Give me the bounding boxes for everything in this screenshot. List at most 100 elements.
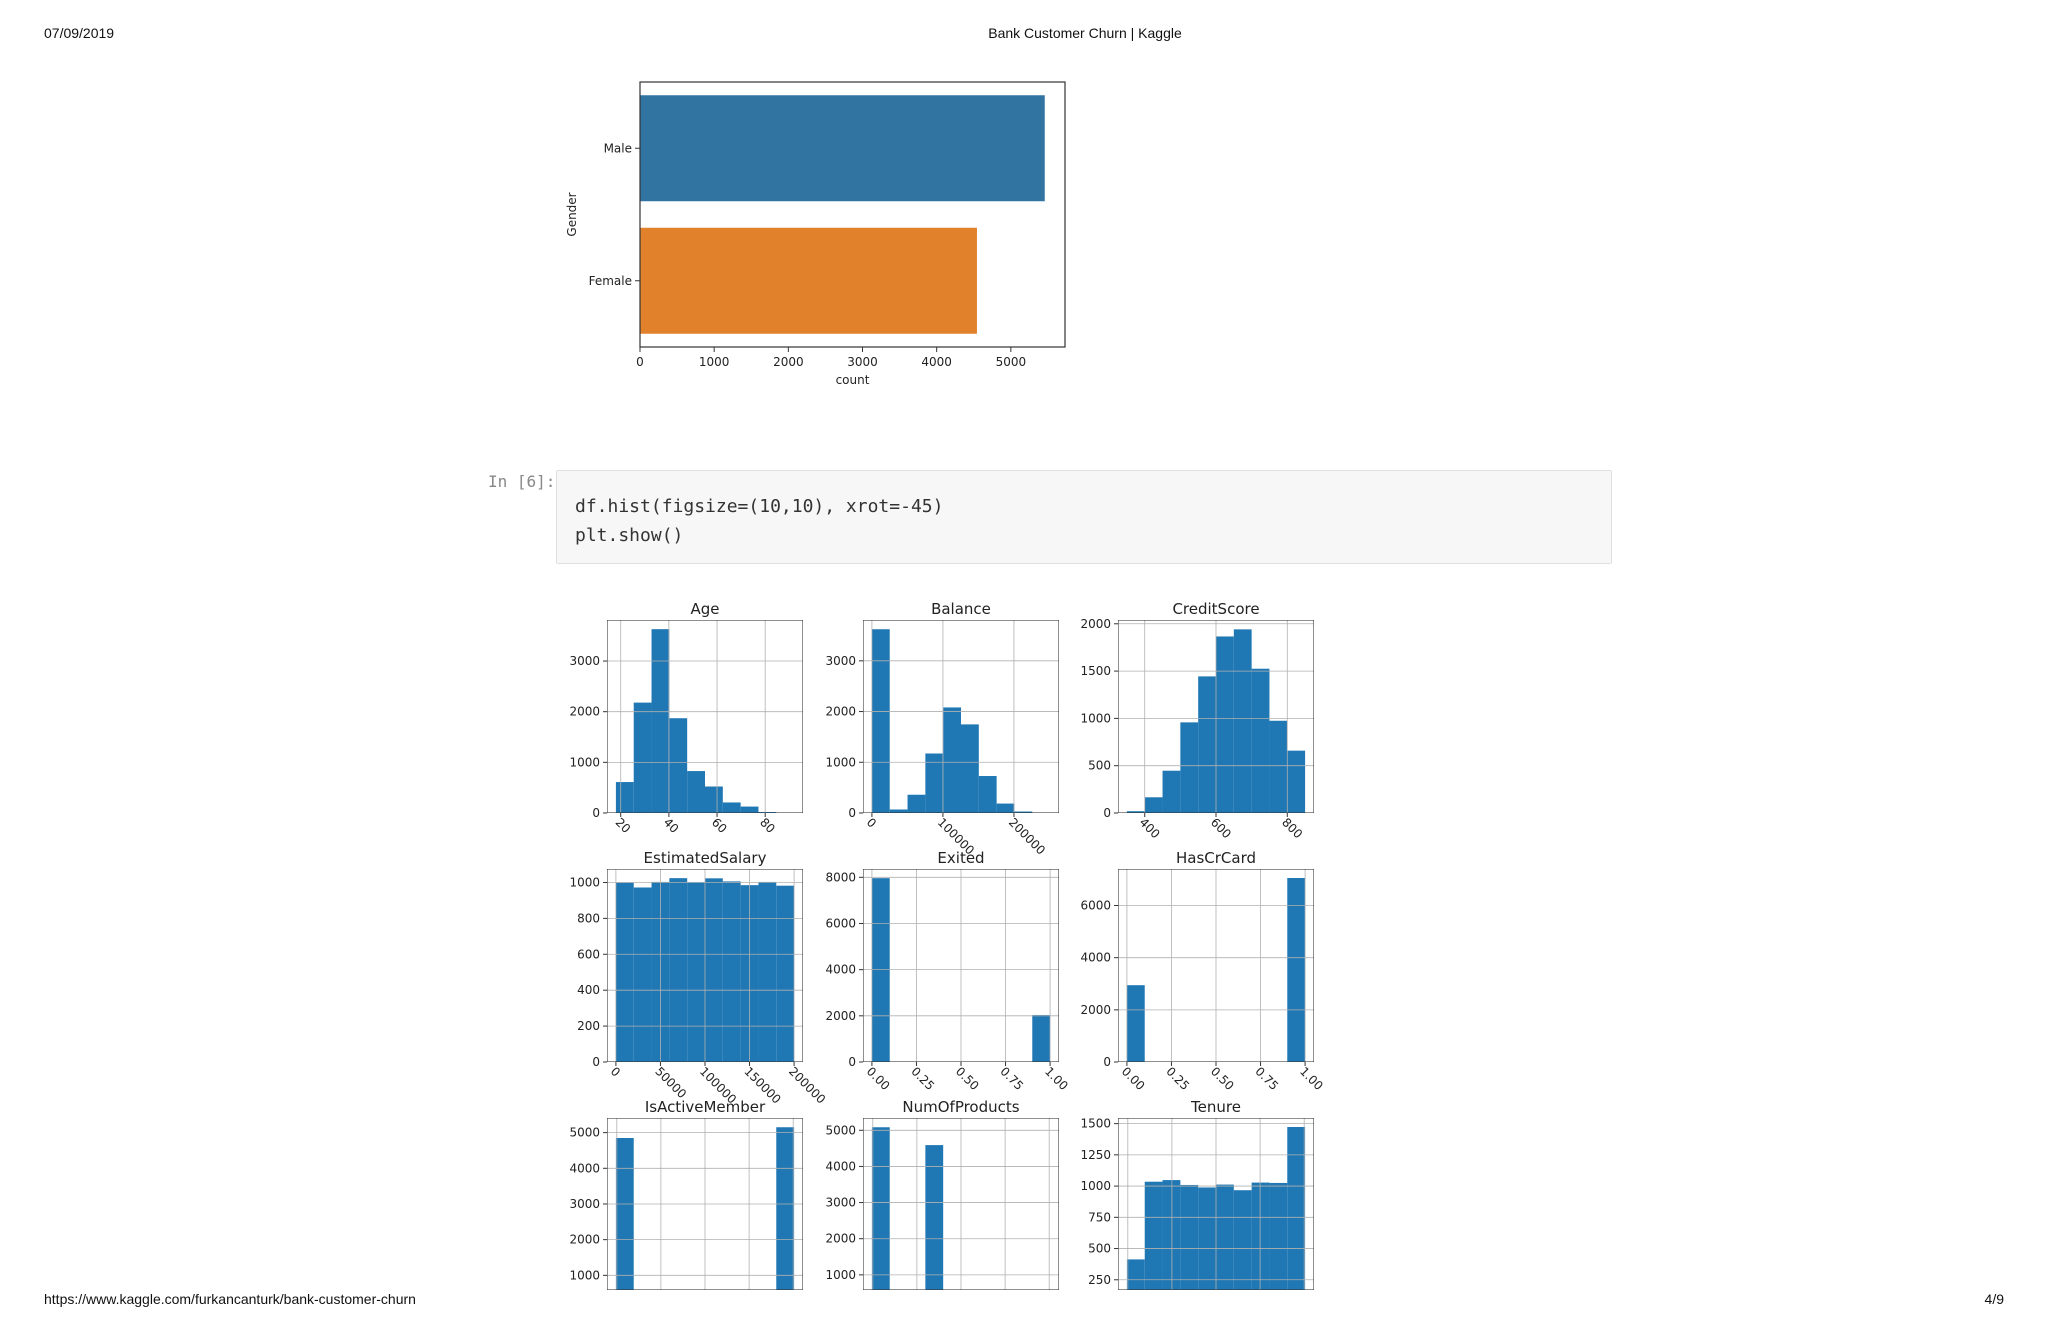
ytick-label: 3000 (569, 654, 600, 668)
hist-bar (1198, 676, 1216, 813)
hist-exited: Exited 0 2000 4000 6000 8000 0.00 0.25 0.50 0.75 1… (825, 849, 1070, 1093)
ytick-label: 0 (1103, 806, 1111, 820)
print-date: 07/09/2019 (44, 25, 115, 41)
xtick-label: 2000 (773, 355, 804, 369)
hist-plot-area (607, 1118, 803, 1290)
hist-bar (687, 771, 705, 813)
ytick-label: 0 (848, 1055, 856, 1069)
hist-bar (996, 803, 1015, 813)
hist-bar (1126, 985, 1145, 1062)
xtick-label: 0.50 (953, 1064, 982, 1093)
hist-title: Age (690, 600, 719, 618)
hist-bar (889, 809, 908, 813)
hist-bar (615, 882, 634, 1062)
ytick-label: 1000 (569, 1268, 600, 1282)
xtick-label: 1000 (699, 355, 730, 369)
xtick-label: 1.00 (1297, 1064, 1326, 1093)
hist-title: Tenure (1190, 1098, 1241, 1116)
hist-bar (943, 707, 962, 813)
hist-plot-area (1118, 869, 1314, 1062)
xtick-label: 0.25 (1163, 1064, 1192, 1093)
hist-bar (1126, 811, 1145, 813)
code-line-2: plt.show() (575, 525, 684, 546)
hist-bar (1032, 1014, 1051, 1062)
hist-bar (669, 718, 688, 813)
hist-age: Age 0 1000 2000 3000 20 40 60 80 (569, 600, 803, 836)
ytick-label: 4000 (825, 1159, 856, 1173)
hist-bar (1251, 668, 1270, 813)
ytick-label: 1000 (1080, 711, 1111, 725)
ytick-label: 6000 (1080, 899, 1111, 913)
ytick-label: 0 (592, 806, 600, 820)
ytick-label: 0 (848, 806, 856, 820)
hist-bar (961, 724, 979, 813)
ytick-label-female: Female (589, 274, 632, 288)
hist-plot-area (863, 1118, 1059, 1290)
xtick-label: 800 (1279, 815, 1305, 841)
xtick-label: 80 (757, 815, 778, 836)
xtick-label: 0.50 (1208, 1064, 1237, 1093)
hist-bar (871, 878, 890, 1062)
hist-bar (776, 885, 795, 1062)
ytick-label: 1000 (825, 1268, 856, 1282)
hist-plot-area (863, 620, 1059, 813)
hist-bar (740, 806, 759, 813)
xtick-label: 0 (864, 815, 879, 830)
xtick-label: 0.75 (997, 1064, 1026, 1093)
hist-hascrcard: HasCrCard 0 2000 4000 6000 0.00 0.25 0.50 0.75 1.… (1080, 849, 1325, 1093)
hist-bar (776, 1127, 795, 1290)
hist-bar (871, 629, 890, 813)
ytick-label: 2000 (569, 705, 600, 719)
hist-bar (925, 1145, 944, 1290)
hist-bar (1144, 797, 1163, 813)
ytick-label: 2000 (1080, 1003, 1111, 1017)
hist-bar (705, 878, 723, 1062)
hist-bar (1287, 750, 1306, 813)
ytick-label: 800 (577, 911, 600, 925)
hist-plot-area (607, 869, 803, 1062)
xtick-label: 3000 (847, 355, 878, 369)
hist-plot-area (1118, 1118, 1314, 1290)
ytick-label: 500 (1088, 759, 1111, 773)
hist-plot-area (863, 869, 1059, 1062)
ytick-label: 1500 (1080, 664, 1111, 678)
ytick-label: 8000 (825, 870, 856, 884)
ytick-label: 2000 (569, 1233, 600, 1247)
hist-bar (633, 887, 652, 1062)
hist-title: Balance (931, 600, 991, 618)
xtick-label: 1.00 (1042, 1064, 1071, 1093)
xtick-label: 60 (709, 815, 730, 836)
xtick-label: 200000 (786, 1064, 828, 1106)
code-cell[interactable]: df.hist(figsize=(10,10), xrot=-45) plt.s… (556, 470, 1612, 564)
code-block: df.hist(figsize=(10,10), xrot=-45) plt.s… (575, 492, 943, 550)
ytick-label: 0 (592, 1055, 600, 1069)
ytick-label: 2000 (825, 1009, 856, 1023)
hist-bar (615, 1138, 634, 1290)
hist-bar (1269, 1182, 1288, 1290)
bar-female (640, 227, 977, 334)
hist-title: NumOfProducts (902, 1098, 1019, 1116)
hist-bar (705, 786, 723, 813)
ytick-label: 3000 (825, 654, 856, 668)
hist-bar (1014, 811, 1033, 813)
gender-count-chart: Male Female 0 1000 2000 3000 4000 5000 count Gend… (565, 81, 1066, 387)
ytick-label: 1000 (569, 875, 600, 889)
ytick-label: 750 (1088, 1210, 1111, 1224)
hist-bar (871, 1127, 890, 1290)
hist-bar (669, 878, 688, 1062)
hist-bar (1216, 1184, 1234, 1290)
xtick-label: 0 (636, 355, 644, 369)
hist-title: Exited (937, 849, 984, 867)
hist-bar (1162, 770, 1181, 813)
page-number: 4/9 (1984, 1291, 2004, 1307)
hist-creditscore: CreditScore 0 500 1000 1500 2000 400 600 800 (1080, 600, 1314, 841)
bar-male (640, 95, 1045, 202)
ytick-label: 1000 (1080, 1179, 1111, 1193)
ytick-label: 2000 (1080, 617, 1111, 631)
hist-bar (1144, 1181, 1163, 1290)
ytick-label: 4000 (569, 1161, 600, 1175)
ytick-label: 1000 (569, 755, 600, 769)
hist-bar (687, 882, 705, 1062)
